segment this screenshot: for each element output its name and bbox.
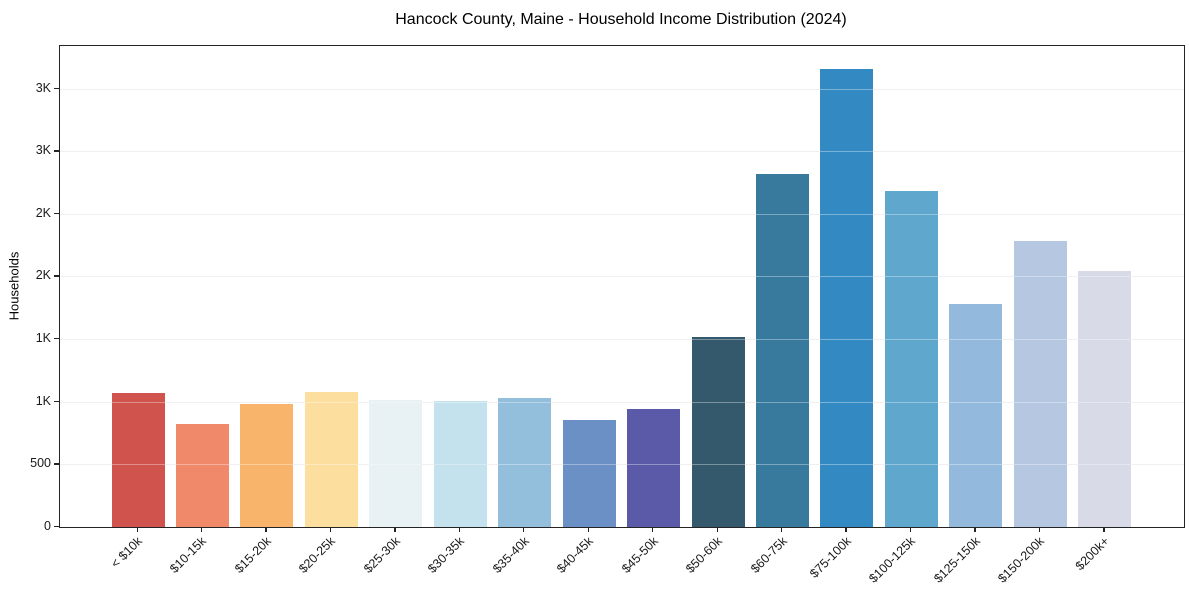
x-tick-mark [716,527,718,532]
bar [111,392,165,527]
x-tick-mark [458,527,461,532]
bar [304,392,358,527]
y-tick-label: 500 [30,456,51,471]
gridline [60,339,1184,341]
y-tick-label: 3K [35,80,51,95]
y-tick-label: 2K [35,268,51,283]
gridline-overlay [60,88,1184,90]
x-tick-mark [200,527,203,532]
y-tick-mark [54,87,59,89]
bar [1078,271,1132,527]
x-tick-mark [974,527,976,532]
gridline-overlay [60,339,1184,341]
bar [240,403,294,527]
y-tick-mark [54,463,59,465]
y-axis-label: Households [6,251,22,321]
x-tick-mark [781,527,783,532]
x-tick-mark [265,527,267,532]
bar [498,397,552,527]
bar [1013,240,1067,527]
bar [562,419,616,527]
y-tick-mark [54,275,59,277]
y-tick-label: 1K [35,393,51,408]
x-tick-mark [845,527,847,532]
x-tick-label: < $10k [108,534,145,571]
gridline-overlay [60,213,1184,215]
x-tick-mark [909,527,912,532]
gridline [60,88,1184,90]
bar [175,424,229,527]
gridline-overlay [60,401,1184,403]
y-tick-label: 2K [35,205,51,220]
x-tick-mark [587,527,589,532]
y-tick-label: 3K [35,143,51,158]
y-tick-label: 0 [44,519,51,533]
y-tick-mark [54,338,59,340]
y-tick-label: 1K [35,331,51,346]
gridline [60,151,1184,153]
y-tick-mark [54,400,59,403]
x-tick-mark [136,527,138,532]
y-tick-mark [54,526,59,528]
gridline-overlay [60,151,1184,153]
bar [820,68,874,527]
x-tick-mark [1038,527,1041,532]
bar [369,399,423,527]
bar [756,173,809,527]
x-tick-mark [1103,527,1105,532]
gridline-overlay [60,276,1184,278]
gridline [60,276,1184,278]
bar [691,337,745,527]
plot-area [59,45,1185,528]
gridline [60,464,1184,466]
y-tick-mark [54,150,59,152]
x-tick-mark [394,527,396,532]
gridline [60,213,1184,215]
x-tick-mark [329,527,332,532]
gridline-overlay [60,464,1184,466]
gridline [60,401,1184,403]
x-tick-mark [523,527,525,532]
bar [949,304,1003,527]
chart-title: Hancock County, Maine - Household Income… [395,11,847,28]
bar [627,409,681,527]
y-tick-mark [54,212,59,215]
bar [433,401,487,527]
bar [884,190,938,527]
x-tick-mark [652,527,654,532]
